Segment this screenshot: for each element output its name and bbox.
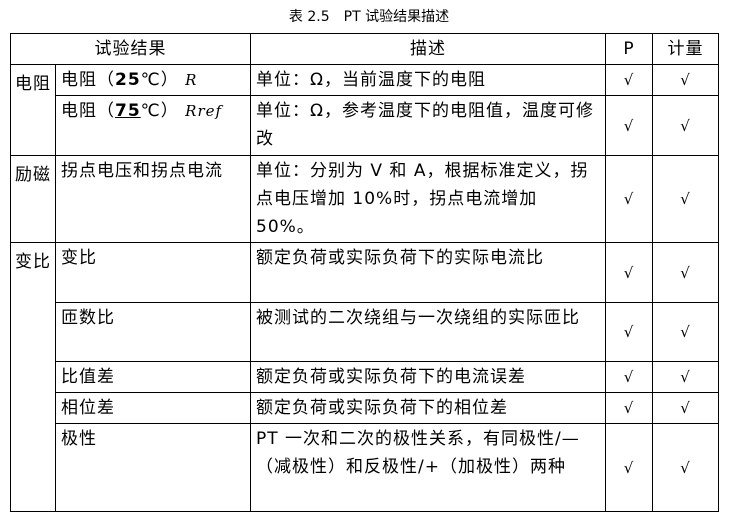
group-excitation: 励磁: [10, 155, 56, 243]
variable: R: [185, 71, 198, 89]
check-icon: √: [605, 392, 653, 424]
name-text: 电阻（: [61, 70, 115, 90]
temperature: 25: [115, 70, 141, 90]
row-name: 拐点电压和拐点电流: [55, 155, 251, 243]
row-desc: 额定负荷或实际负荷下的电流误差: [250, 361, 606, 393]
check-icon: √: [652, 155, 719, 243]
row-name: 电阻（25℃） R: [55, 64, 251, 96]
row-desc: 额定负荷或实际负荷下的相位差: [250, 392, 606, 424]
name-text: ℃）: [140, 70, 179, 90]
row-desc: 额定负荷或实际负荷下的实际电流比: [250, 242, 606, 303]
row-desc: 单位：Ω，参考温度下的电阻值，温度可修改: [250, 95, 606, 156]
table-row: 匝数比 被测试的二次绕组与一次绕组的实际匝比 √ √: [11, 302, 719, 362]
check-icon: √: [652, 361, 719, 393]
header-desc: 描述: [250, 33, 606, 65]
row-desc: PT 一次和二次的极性关系，有同极性/—（减极性）和反极性/+（加极性）两种: [250, 423, 606, 512]
check-icon: √: [652, 64, 719, 96]
check-icon: √: [605, 361, 653, 393]
header-row: 试验结果 描述 P 计量: [10, 33, 719, 65]
name-text: ℃）: [140, 101, 179, 121]
check-icon: √: [605, 155, 653, 243]
row-name: 匝数比: [55, 302, 251, 362]
row-name: 极性: [55, 423, 251, 512]
table-row: 电阻（75℃） Rref 单位：Ω，参考温度下的电阻值，温度可修改 √ √: [11, 95, 719, 156]
row-desc: 单位：分别为 V 和 A，根据标准定义，拐点电压增加 10%时，拐点电流增加 5…: [250, 155, 606, 243]
row-name: 变比: [55, 242, 251, 303]
check-icon: √: [652, 302, 719, 362]
header-meter: 计量: [652, 33, 719, 65]
check-icon: √: [652, 95, 719, 156]
results-table: 试验结果 描述 P 计量 电阻 电阻（25℃） R 单位：Ω，当前温度下的电阻 …: [10, 33, 719, 512]
row-desc: 被测试的二次绕组与一次绕组的实际匝比: [250, 302, 606, 362]
row-name: 相位差: [55, 392, 251, 424]
check-icon: √: [652, 423, 719, 512]
table-row: 极性 PT 一次和二次的极性关系，有同极性/—（减极性）和反极性/+（加极性）两…: [11, 423, 719, 512]
row-name: 电阻（75℃） Rref: [55, 95, 251, 156]
check-icon: √: [605, 423, 653, 512]
table-caption: 表 2.5 PT 试验结果描述: [288, 9, 450, 25]
check-icon: √: [605, 242, 653, 303]
name-text: 电阻（: [61, 101, 115, 121]
header-p: P: [605, 33, 653, 65]
check-icon: √: [605, 302, 653, 362]
table-row: 励磁 拐点电压和拐点电流 单位：分别为 V 和 A，根据标准定义，拐点电压增加 …: [10, 155, 719, 243]
header-result: 试验结果: [10, 33, 251, 65]
group-ratio: 变比: [10, 242, 56, 512]
table-row: 比值差 额定负荷或实际负荷下的电流误差 √ √: [11, 361, 719, 393]
table-row: 变比 变比 额定负荷或实际负荷下的实际电流比 √ √: [10, 242, 719, 512]
check-icon: √: [652, 392, 719, 424]
group-resistance: 电阻: [10, 64, 56, 156]
table-row: 相位差 额定负荷或实际负荷下的相位差 √ √: [11, 392, 719, 424]
row-desc: 单位：Ω，当前温度下的电阻: [250, 64, 606, 96]
row-name: 比值差: [55, 361, 251, 393]
table-row: 电阻 电阻（25℃） R 单位：Ω，当前温度下的电阻 √ √: [10, 64, 719, 156]
temperature: 75: [115, 101, 141, 121]
check-icon: √: [605, 64, 653, 96]
check-icon: √: [652, 242, 719, 303]
variable: Rref: [185, 102, 223, 120]
check-icon: √: [605, 95, 653, 156]
